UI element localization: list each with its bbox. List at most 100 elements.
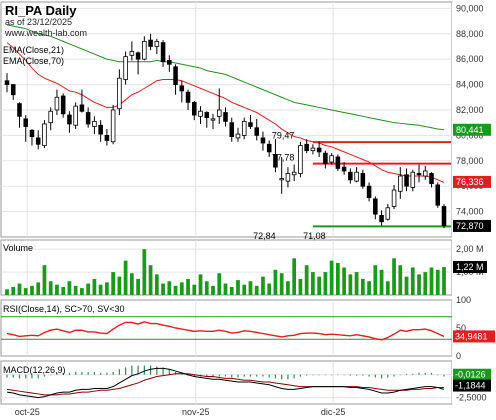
macd-histogram-bar [306,374,308,376]
macd-tag-box [453,368,491,381]
macd-histogram-bar [106,372,108,375]
legend-ema21: EMA(Close,21) [3,45,64,55]
macd-histogram-bar [249,374,252,377]
volume-bars [5,249,446,295]
macd-histogram-bar [324,374,326,376]
rsi-tag: 34,9481 [453,330,495,343]
candle-body [110,109,116,143]
macd-histogram-bar [131,365,133,375]
volume-bar [17,283,22,295]
price-tick-label: 82,000 [456,105,484,115]
macd-histogram-bar [75,371,77,375]
candlesticks [4,33,447,229]
volume-bar [198,274,203,295]
macd-histogram-bar [412,373,414,375]
candle-body [316,147,322,153]
volume-bar [148,265,153,295]
volume-bar [335,262,340,295]
volume-bar [211,285,215,295]
macd-histogram-bar [368,374,370,377]
macd-histogram-bar [262,374,264,377]
macd-histogram-bar [243,374,245,377]
price-tags: 80,441 76,336 72,870 [453,123,491,232]
volume-bar [392,258,396,295]
macd-histogram-bar [218,374,220,377]
candle-body [329,155,334,163]
macd-histogram-bar [318,374,320,376]
ema70-layer [6,24,445,131]
rsi-panel: 100 50 0 34,9481 RSI(Close,14), SC>70, SV<… [1,295,495,361]
macd-histogram-bar [193,374,195,377]
volume-bar [42,265,47,295]
candle-body [435,184,441,206]
macd-tag-label: -1,1844 [455,381,486,391]
watermark: www.wealth-lab.com [4,28,87,38]
volume-bar [217,273,222,295]
candle-body [341,166,347,172]
volume-bar [179,282,184,295]
macd-tag-label: -0,0126 [455,370,486,380]
candle-body [229,122,235,138]
volume-bar [229,286,234,295]
volume-bar [279,273,284,295]
macd-histogram-bar [118,369,120,375]
candle-body [192,101,197,116]
candle-body [204,112,210,118]
volume-bar [267,283,272,295]
macd-histogram-bar [25,374,27,379]
candle-body [273,154,278,168]
macd-tick-label: -2,5000 [456,393,487,403]
macd-histogram-bar [87,371,89,375]
macd-histogram-bar [349,374,351,376]
macd-histogram-bar [356,374,358,376]
volume-panel: 2,00 M1,00 M 1,22 M Volume [1,243,487,295]
price-tick-label: 84,000 [456,80,484,90]
macd-lines [6,367,445,399]
ema21-layer [6,42,445,183]
candle-body [429,173,434,185]
macd-histogram-bar [31,374,33,379]
macd-histogram-bar [380,374,383,379]
price-tag-label: 80,441 [456,125,484,135]
x-tick-label: oct-25 [15,407,40,417]
macd-histogram-bar [393,374,395,377]
price-annotations: 79,47 77,78 71,08 72,84 [253,131,325,241]
volume-bar [248,281,253,295]
volume-bar [154,274,159,295]
macd-tags: -0,0126-1,1844 [453,368,491,392]
candle-body [92,121,97,127]
rsi-tick-label: 0 [456,351,461,361]
volume-bar [404,276,409,295]
candle-body [354,171,359,182]
price-tick-label: 88,000 [456,29,484,39]
macd-histogram [6,365,445,380]
volume-bar [123,260,128,295]
candle-body [179,85,185,92]
macd-histogram-bar [337,374,339,376]
volume-bar [204,281,209,295]
volume-bar [48,281,53,295]
rsi-tick-label: 100 [456,295,471,305]
volume-bar [30,285,34,295]
price-tag-label: 76,336 [456,177,484,187]
candle-body [160,42,166,63]
x-tick-label: nov-25 [182,407,210,417]
macd-histogram-bar [224,374,227,377]
candle-body [348,171,353,181]
price-tick-label: 74,000 [456,207,484,217]
rsi-label: RSI(Close,14), SC>70, SV<30 [3,304,125,314]
price-tick-label: 90,000 [456,3,484,13]
candle-body [154,40,160,47]
volume-bar [129,273,134,295]
candle-body [67,114,72,125]
macd-histogram-bar [6,374,8,378]
candle-body [360,173,366,187]
candle-body [210,118,216,121]
volume-bar [429,267,434,295]
volume-bar [348,274,353,295]
volume-bar [11,286,16,295]
macd-histogram-bar [18,374,21,379]
volume-bar [292,258,297,295]
volume-bar [323,272,328,295]
macd-histogram-bar [256,374,258,377]
